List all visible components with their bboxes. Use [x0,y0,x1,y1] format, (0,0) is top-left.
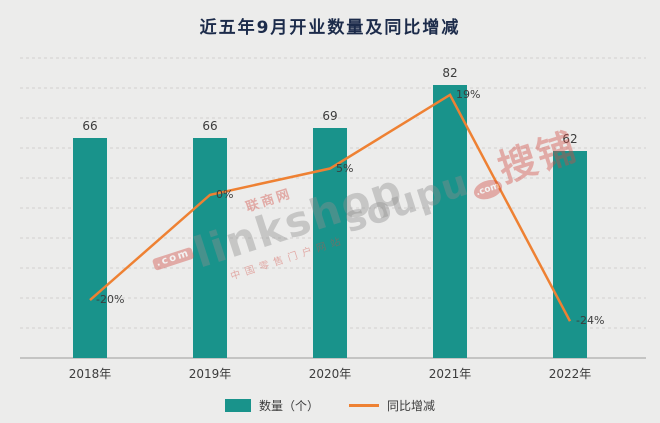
legend-bar-label: 数量（个） [258,399,319,413]
line-series [89,93,572,322]
x-axis-label: 2022年 [548,367,592,381]
bar-2021年 [433,84,467,358]
line-value-label: 19% [456,87,481,101]
bar-2022年 [553,151,587,358]
bar-value-label: 82 [442,65,458,80]
legend-line-swatch [349,404,379,407]
bar-value-label: 66 [82,119,98,133]
line-value-label: -20% [96,293,125,307]
bar-value-label: 62 [562,132,578,147]
bar-value-label: 69 [322,109,338,123]
bar-2018年 [73,138,107,358]
x-axis-label: 2020年 [308,367,352,381]
legend-bar-swatch [224,399,251,412]
x-axis-label: 2021年 [428,367,472,381]
bar-2020年 [313,128,347,358]
x-axis-label: 2018年 [68,367,112,381]
line-value-label: 0% [216,187,234,201]
bar-value-label: 66 [202,119,218,133]
line-value-label: -24% [576,314,605,328]
bar-2019年 [193,138,227,358]
x-axis-label: 2019年 [188,367,232,381]
chart-title: 近五年9月开业数量及同比增减 [199,18,461,38]
legend-line-label: 同比增减 [387,399,436,413]
legend: 数量（个） 同比增减 [0,397,660,414]
line-value-label: 5% [336,161,354,175]
